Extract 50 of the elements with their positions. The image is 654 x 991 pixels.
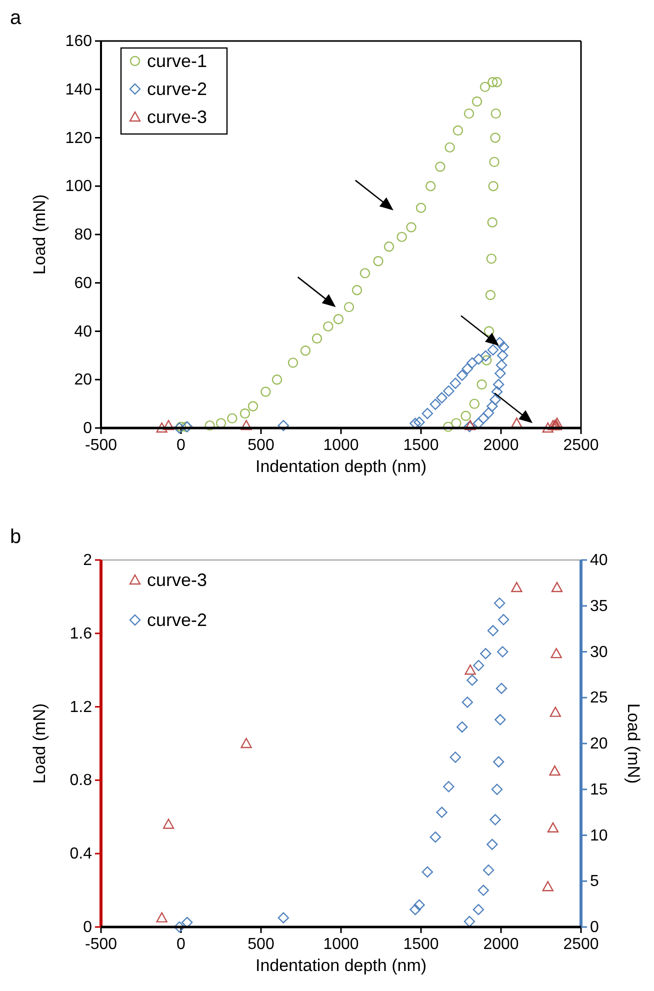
y-tick-label: 2: [83, 552, 92, 569]
x-tick-label: -500: [84, 936, 118, 953]
y2-tick-label: 20: [590, 736, 608, 752]
x-tick-label: 1500: [403, 936, 439, 953]
x-tick-label: 0: [176, 437, 186, 454]
y-tick-label: 0.4: [70, 846, 92, 863]
y-tick-label: 160: [65, 33, 92, 50]
y2-tick-label: 0: [590, 919, 599, 936]
y-tick-label: 120: [65, 130, 92, 147]
x-tick-label: 1000: [323, 437, 359, 454]
x-tick-label: 1500: [403, 437, 439, 454]
x-tick-label: 500: [248, 437, 274, 454]
y-tick-label: 1.2: [70, 698, 92, 716]
y-tick-label: 80: [74, 226, 92, 244]
x-tick-label: 2500: [563, 936, 599, 953]
y-tick-label: 1.6: [70, 625, 92, 642]
legend-label: curve-1: [147, 51, 208, 71]
x-tick-label: 500: [248, 936, 274, 953]
legend-label: curve-3: [147, 570, 208, 590]
y-tick-label: 140: [65, 81, 92, 98]
y-tick-label: 0.8: [70, 772, 92, 790]
y-tick-label: 100: [65, 178, 92, 196]
legend-label: curve-2: [147, 79, 208, 99]
y2-tick-label: 30: [590, 644, 608, 661]
chart-title: a: [10, 7, 22, 29]
y2-tick-label: 15: [590, 781, 608, 798]
y2-tick-label: 35: [590, 598, 608, 615]
y-axis-title: Load (mN): [30, 194, 49, 275]
y-axis-title: Load (mN): [30, 703, 49, 784]
x-tick-label: -500: [84, 437, 118, 454]
x-axis-title: Indentation depth (nm): [255, 956, 427, 975]
y-tick-label: 40: [74, 323, 92, 340]
y-tick-label: 0: [83, 420, 92, 437]
chart-title: b: [10, 526, 22, 548]
y-tick-label: 0: [83, 919, 92, 936]
legend-label: curve-2: [147, 610, 208, 630]
y-tick-label: 60: [74, 274, 92, 292]
y2-tick-label: 25: [590, 690, 608, 707]
y2-axis-title: Load (mN): [624, 703, 643, 784]
x-tick-label: 1000: [323, 936, 359, 953]
x-axis-title: Indentation depth (nm): [255, 457, 427, 476]
y2-tick-label: 5: [590, 873, 599, 890]
y2-tick-label: 40: [590, 552, 608, 569]
x-tick-label: 0: [176, 936, 186, 953]
legend-label: curve-3: [147, 107, 208, 127]
y-tick-label: 20: [74, 372, 92, 389]
x-tick-label: 2000: [483, 437, 519, 454]
y2-tick-label: 10: [590, 827, 608, 844]
x-tick-label: 2500: [563, 437, 599, 454]
x-tick-label: 2000: [483, 936, 519, 953]
